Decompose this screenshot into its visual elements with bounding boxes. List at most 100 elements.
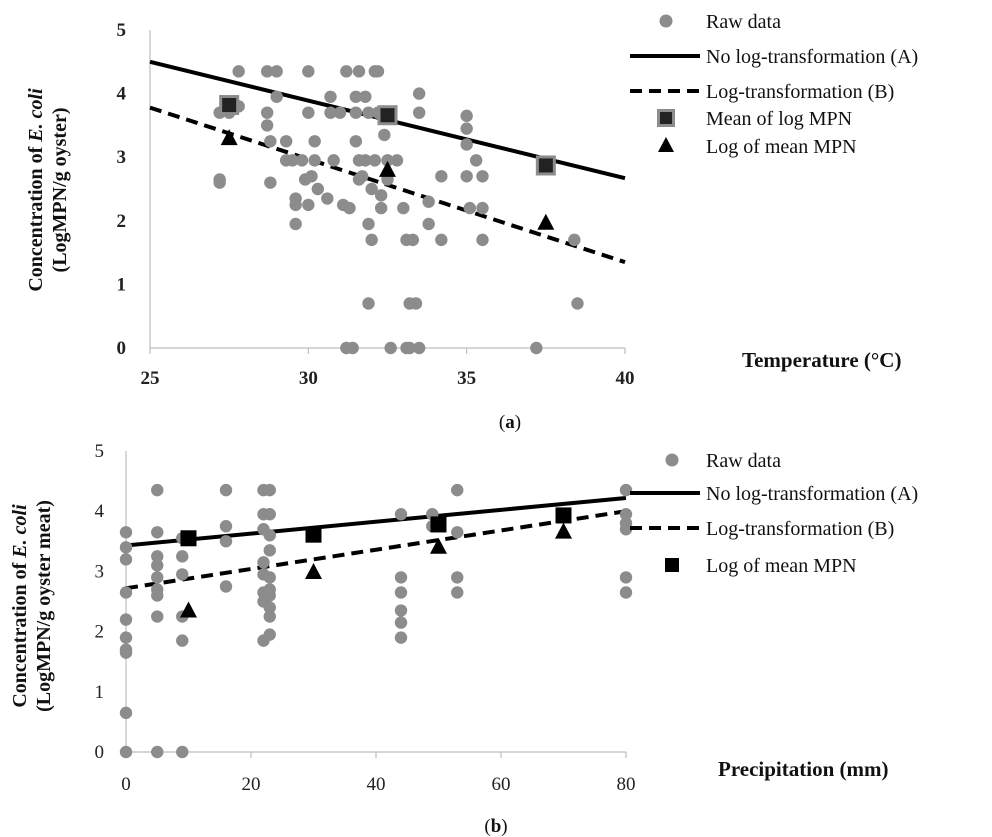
raw-data-point xyxy=(176,568,189,581)
x-tick-label: 25 xyxy=(141,368,160,389)
raw-data-point xyxy=(151,610,164,623)
y-tick-label: 2 xyxy=(95,622,105,643)
y-axis-label-b: Concentration of E. coli (LogMPN/g oyster… xyxy=(9,500,55,712)
raw-data-point xyxy=(264,176,277,189)
raw-data-point xyxy=(119,613,133,626)
raw-data-point xyxy=(412,341,426,355)
panel-label-a: (a) xyxy=(499,412,521,433)
raw-data-point xyxy=(119,541,133,554)
raw-data-point xyxy=(619,523,633,536)
y-tick-label: 1 xyxy=(117,274,127,295)
y-axis-label-b-line1: Concentration of xyxy=(9,558,31,708)
raw-data-point xyxy=(119,631,133,644)
raw-data-point xyxy=(324,90,337,103)
triangle-marker xyxy=(379,160,396,177)
legend-label: Raw data xyxy=(706,450,781,472)
trendline-b-b xyxy=(125,509,627,591)
raw-data-point xyxy=(460,170,473,183)
legend-label: Raw data xyxy=(706,11,781,33)
raw-data-point xyxy=(257,556,270,569)
raw-data-point xyxy=(381,154,394,167)
raw-data-point xyxy=(384,341,397,355)
raw-data-point xyxy=(263,544,276,557)
raw-data-point xyxy=(463,201,477,215)
raw-data-point xyxy=(619,508,633,521)
raw-data-point xyxy=(279,135,293,148)
raw-data-point xyxy=(119,526,133,539)
raw-data-point xyxy=(119,553,133,566)
x-tick-label: 40 xyxy=(367,774,386,795)
raw-data-point xyxy=(394,631,408,644)
raw-data-point xyxy=(219,520,233,533)
x-tick-label: 40 xyxy=(616,368,635,389)
raw-data-point xyxy=(263,601,276,614)
raw-data-point xyxy=(270,90,283,103)
raw-data-point xyxy=(571,297,584,310)
raw-data-point xyxy=(232,65,245,78)
raw-data-point xyxy=(263,508,276,521)
raw-data-point xyxy=(435,170,448,183)
raw-data-point xyxy=(213,176,226,189)
raw-data-point xyxy=(302,198,315,212)
raw-data-point xyxy=(321,192,334,205)
triangle-marker xyxy=(305,563,322,580)
raw-data-point xyxy=(151,483,164,497)
y-axis-label-a: Concentration of E. coli (LogMPN/g oyster… xyxy=(25,88,71,292)
x-tick-label: 35 xyxy=(457,368,476,389)
y-tick-label: 5 xyxy=(117,20,127,41)
raw-data-point xyxy=(260,119,274,132)
raw-data-point xyxy=(263,589,276,602)
mean-marker xyxy=(219,95,240,116)
mean-marker xyxy=(377,105,398,126)
mean-marker-fill xyxy=(305,526,322,543)
x-axis-label-a: Temperature (°C) xyxy=(742,348,901,372)
raw-data-point xyxy=(619,483,633,497)
raw-data-point xyxy=(263,529,276,542)
x-tick-label: 30 xyxy=(299,368,318,389)
y-tick-label: 4 xyxy=(95,501,105,522)
raw-data-point xyxy=(476,233,489,247)
raw-data-point xyxy=(451,526,464,539)
x-axis-label-b: Precipitation (mm) xyxy=(718,757,888,781)
legend-b: Raw data No log-transformation (A) Log-tra… xyxy=(630,450,918,577)
raw-data-point xyxy=(349,135,363,148)
x-tick-label: 60 xyxy=(492,774,511,795)
raw-data-point xyxy=(451,483,464,497)
mean-marker xyxy=(555,507,572,524)
raw-data-point xyxy=(368,154,382,167)
raw-data-point xyxy=(476,170,489,183)
raw-data-point xyxy=(355,170,369,183)
y-tick-label: 4 xyxy=(117,84,127,105)
raw-data-point xyxy=(365,182,378,196)
raw-data-point xyxy=(476,201,489,215)
raw-data-point xyxy=(352,65,366,78)
triangle-marker xyxy=(430,537,447,554)
raw-data-point xyxy=(619,586,633,599)
raw-data-point xyxy=(264,135,277,148)
raw-data-point xyxy=(219,483,233,497)
y-tick-label: 5 xyxy=(95,441,105,462)
legend-square-icon xyxy=(665,558,679,572)
mean-marker-fill xyxy=(222,98,237,113)
y-tick-label: 0 xyxy=(95,742,105,763)
raw-data-point xyxy=(568,233,581,247)
raw-data-point xyxy=(260,65,274,78)
raw-data-point xyxy=(176,634,189,647)
raw-data-point xyxy=(362,297,375,310)
raw-data-point xyxy=(394,508,408,521)
raw-data-point xyxy=(412,87,426,100)
legend-label: No log-transformation (A) xyxy=(706,46,918,68)
mean-marker xyxy=(180,530,197,547)
raw-data-point xyxy=(308,154,321,167)
mean-marker xyxy=(305,526,322,543)
raw-data-point xyxy=(359,154,372,167)
x-tick-label: 20 xyxy=(242,774,261,795)
raw-data-point xyxy=(219,535,233,548)
raw-data-point xyxy=(362,217,375,231)
raw-data-point xyxy=(412,106,426,119)
raw-data-point xyxy=(263,628,276,641)
raw-data-point xyxy=(422,217,435,231)
raw-data-point xyxy=(362,106,375,119)
